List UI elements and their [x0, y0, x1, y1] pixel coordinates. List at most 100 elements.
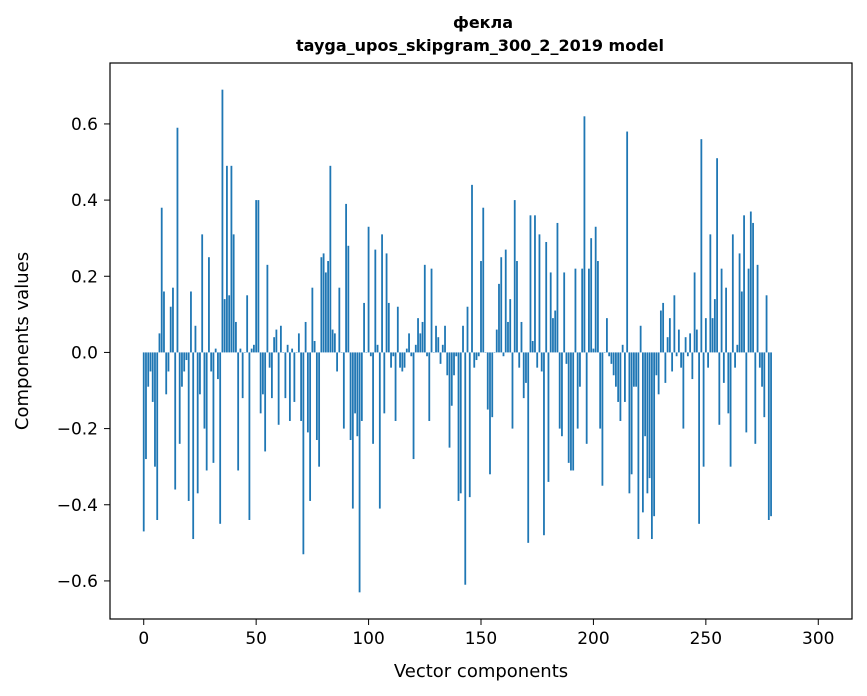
- y-tick-label: 0.4: [71, 191, 98, 211]
- bar-44: [241, 352, 244, 399]
- bar-151: [482, 207, 485, 353]
- bar-202: [597, 261, 599, 353]
- bar-13: [172, 287, 174, 353]
- bar-65: [288, 352, 291, 421]
- bar-42: [237, 352, 240, 471]
- x-axis-label: Vector components: [394, 661, 568, 682]
- bar-190: [570, 352, 572, 471]
- bar-75: [311, 287, 314, 353]
- x-axis: 0 50 100 150 200 250 300: [138, 619, 834, 649]
- bar-35: [221, 89, 224, 353]
- bar-261: [729, 352, 732, 467]
- bar-71: [302, 352, 305, 555]
- bar-60: [277, 352, 280, 425]
- bar-253: [711, 318, 714, 353]
- bar-177: [540, 352, 543, 372]
- bar-16: [178, 352, 181, 444]
- bar-21: [190, 291, 192, 353]
- bar-240: [682, 352, 685, 429]
- bar-95: [356, 352, 359, 437]
- bar-85: [333, 333, 336, 353]
- bar-239: [680, 352, 683, 368]
- bar-64: [286, 344, 289, 353]
- bar-223: [644, 352, 647, 437]
- bar-173: [531, 341, 534, 353]
- bar-58: [273, 337, 276, 353]
- bar-260: [727, 352, 730, 414]
- bar-219: [635, 352, 638, 387]
- bar-24: [196, 352, 199, 494]
- bar-50: [255, 200, 258, 353]
- bar-2: [147, 352, 150, 387]
- bar-237: [675, 352, 678, 357]
- bar-149: [477, 352, 480, 357]
- bar-181: [549, 272, 552, 353]
- bar-74: [309, 352, 312, 501]
- bar-198: [588, 268, 590, 353]
- bar-217: [630, 352, 633, 475]
- bar-96: [358, 352, 361, 593]
- bar-233: [666, 337, 669, 353]
- bar-227: [653, 352, 656, 517]
- bar-100: [367, 226, 370, 353]
- bar-279: [770, 352, 772, 517]
- bar-267: [743, 215, 745, 353]
- bar-55: [266, 264, 269, 353]
- x-tick-label: 300: [802, 629, 834, 649]
- bar-276: [763, 352, 766, 418]
- x-tick-label: 50: [245, 629, 267, 649]
- bar-11: [167, 352, 170, 372]
- bar-164: [511, 352, 514, 429]
- bar-207: [608, 352, 611, 357]
- bar-54: [264, 352, 267, 452]
- bar-196: [583, 116, 586, 353]
- bar-203: [599, 352, 602, 429]
- bar-277: [765, 295, 768, 353]
- y-tick-label: 0.6: [71, 115, 98, 135]
- bar-221: [639, 325, 642, 353]
- bar-134: [444, 325, 446, 353]
- bar-186: [561, 352, 563, 437]
- bar-120: [412, 352, 415, 460]
- bar-146: [471, 184, 473, 353]
- bar-9: [163, 291, 165, 353]
- bar-103: [374, 249, 377, 353]
- bar-19: [185, 352, 188, 361]
- bar-0: [142, 352, 145, 532]
- bar-144: [466, 306, 469, 353]
- bar-122: [417, 318, 419, 353]
- bar-127: [428, 352, 431, 421]
- bar-28: [205, 352, 208, 471]
- bar-79: [320, 257, 323, 353]
- bar-209: [612, 352, 615, 376]
- bar-18: [183, 352, 186, 372]
- bar-153: [486, 352, 489, 410]
- bar-72: [304, 321, 307, 353]
- bar-102: [372, 352, 374, 444]
- bar-47: [248, 352, 251, 520]
- bar-112: [394, 352, 397, 421]
- bar-111: [392, 352, 395, 357]
- bar-161: [504, 249, 507, 353]
- bar-39: [230, 165, 233, 353]
- bar-38: [228, 295, 231, 353]
- bar-157: [495, 329, 498, 353]
- bar-8: [160, 207, 163, 353]
- bar-135: [446, 352, 449, 376]
- bar-66: [291, 348, 294, 353]
- bar-210: [615, 352, 617, 387]
- bar-141: [459, 352, 462, 494]
- bar-255: [716, 158, 718, 353]
- bar-166: [516, 261, 518, 353]
- bar-245: [693, 272, 696, 353]
- bar-191: [572, 352, 575, 471]
- bar-206: [606, 318, 608, 353]
- bar-105: [378, 352, 381, 509]
- bar-162: [507, 321, 509, 353]
- x-tick-label: 0: [138, 629, 149, 649]
- bar-101: [369, 352, 372, 357]
- y-tick-label: −0.4: [57, 496, 98, 516]
- y-tick-label: 0.2: [71, 267, 98, 287]
- bar-263: [734, 352, 736, 368]
- bar-238: [677, 329, 680, 353]
